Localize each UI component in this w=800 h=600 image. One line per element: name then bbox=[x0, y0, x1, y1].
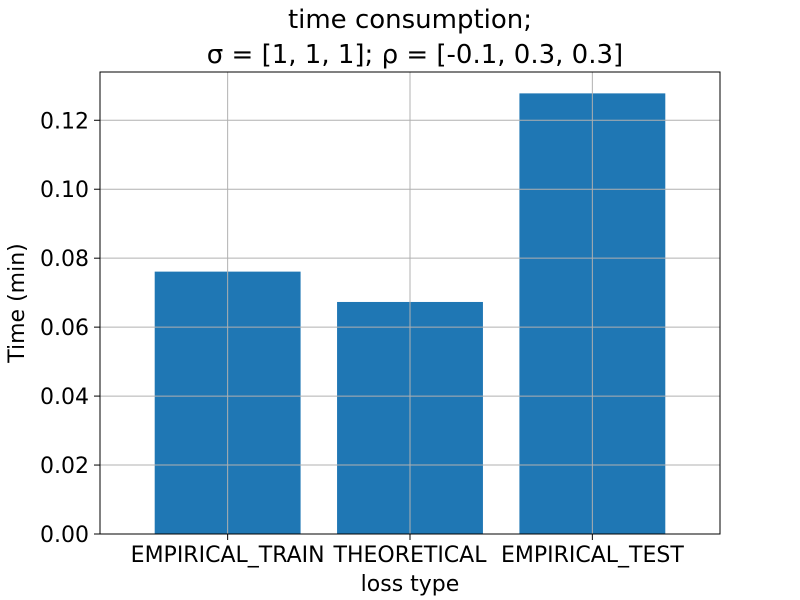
y-tick-label: 0.06 bbox=[40, 316, 89, 341]
grid-lines bbox=[100, 72, 720, 535]
y-axis-label: Time (min) bbox=[5, 243, 30, 364]
y-tick-label: 0.04 bbox=[40, 385, 89, 410]
x-tick-label: THEORETICAL bbox=[333, 543, 488, 568]
y-tick-label: 0.02 bbox=[40, 454, 89, 479]
y-tick-label: 0.10 bbox=[40, 178, 89, 203]
x-axis-ticks: EMPIRICAL_TRAIN THEORETICAL EMPIRICAL_TEST bbox=[131, 534, 684, 568]
y-tick-label: 0.08 bbox=[40, 247, 89, 272]
chart-title-line-2: σ = [1, 1, 1]; ρ = [-0.1, 0.3, 0.3] bbox=[207, 40, 623, 70]
y-tick-label: 0.00 bbox=[40, 523, 89, 548]
y-axis-ticks: 0.00 0.02 0.04 0.06 0.08 0.10 0.12 bbox=[40, 109, 100, 548]
chart-title-line-1: time consumption; bbox=[288, 5, 532, 35]
x-tick-label: EMPIRICAL_TEST bbox=[501, 543, 684, 568]
x-tick-label: EMPIRICAL_TRAIN bbox=[131, 543, 325, 568]
x-axis-label: loss type bbox=[361, 572, 460, 597]
y-tick-label: 0.12 bbox=[40, 109, 89, 134]
